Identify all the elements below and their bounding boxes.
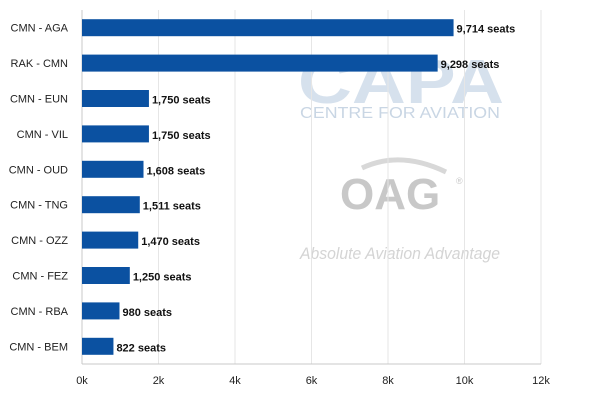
bar <box>82 231 139 249</box>
x-tick-label: 0k <box>76 375 88 387</box>
category-label: CMN - FEZ <box>12 271 68 283</box>
watermarks: CAPA CENTRE FOR AVIATION OAG ® Absolute … <box>298 48 504 263</box>
bar <box>82 125 149 143</box>
bar <box>82 196 140 214</box>
x-tick-label: 6k <box>306 375 318 387</box>
bar-value-label: 9,298 seats <box>441 59 500 71</box>
category-label: CMN - RBA <box>11 306 69 318</box>
bar-value-label: 1,511 seats <box>143 201 201 213</box>
category-label: CMN - OUD <box>9 164 68 176</box>
oag-tagline-watermark: Absolute Aviation Advantage <box>299 244 500 263</box>
bar-value-label: 1,470 seats <box>141 236 200 248</box>
capa-tagline-watermark: CENTRE FOR AVIATION <box>300 105 500 122</box>
oag-registered-icon: ® <box>456 176 463 186</box>
x-tick-label: 2k <box>153 375 165 387</box>
category-labels: CMN - AGA RAK - CMN CMN - EUN CMN - VIL CMN … <box>9 23 69 354</box>
oag-logo-watermark: OAG <box>340 170 440 219</box>
category-label: CMN - VIL <box>17 129 68 141</box>
category-label: CMN - BEM <box>9 341 68 353</box>
bar <box>82 19 454 37</box>
x-tick-label: 12k <box>532 375 550 387</box>
bar <box>82 90 149 107</box>
bar <box>82 337 114 355</box>
data-labels: 9,714 seats 9,298 seats 1,750 seats 1,750 s… <box>116 24 515 355</box>
category-label: CMN - TNG <box>10 200 68 212</box>
bar-value-label: 1,608 seats <box>147 165 206 177</box>
category-label: CMN - AGA <box>11 23 69 35</box>
bar-value-label: 822 seats <box>116 342 166 354</box>
bar <box>82 54 438 72</box>
bar-value-label: 980 seats <box>122 307 172 319</box>
bar <box>82 160 144 178</box>
x-axis: 0k 2k 4k 6k 8k 10k 12k <box>76 363 550 387</box>
bar-value-label: 1,750 seats <box>152 95 211 107</box>
x-tick-label: 8k <box>382 375 394 387</box>
category-label: CMN - OZZ <box>11 235 68 247</box>
category-label: RAK - CMN <box>11 58 69 70</box>
x-tick-label: 4k <box>229 375 241 387</box>
category-label: CMN - EUN <box>10 94 68 106</box>
oag-swoosh-icon <box>360 157 448 175</box>
bar-value-label: 1,750 seats <box>152 130 211 142</box>
bars <box>82 19 454 355</box>
bar <box>82 267 130 284</box>
bar-value-label: 1,250 seats <box>133 272 192 284</box>
x-tick-label: 10k <box>456 375 474 387</box>
bar-value-label: 9,714 seats <box>457 24 516 36</box>
bar <box>82 302 120 320</box>
